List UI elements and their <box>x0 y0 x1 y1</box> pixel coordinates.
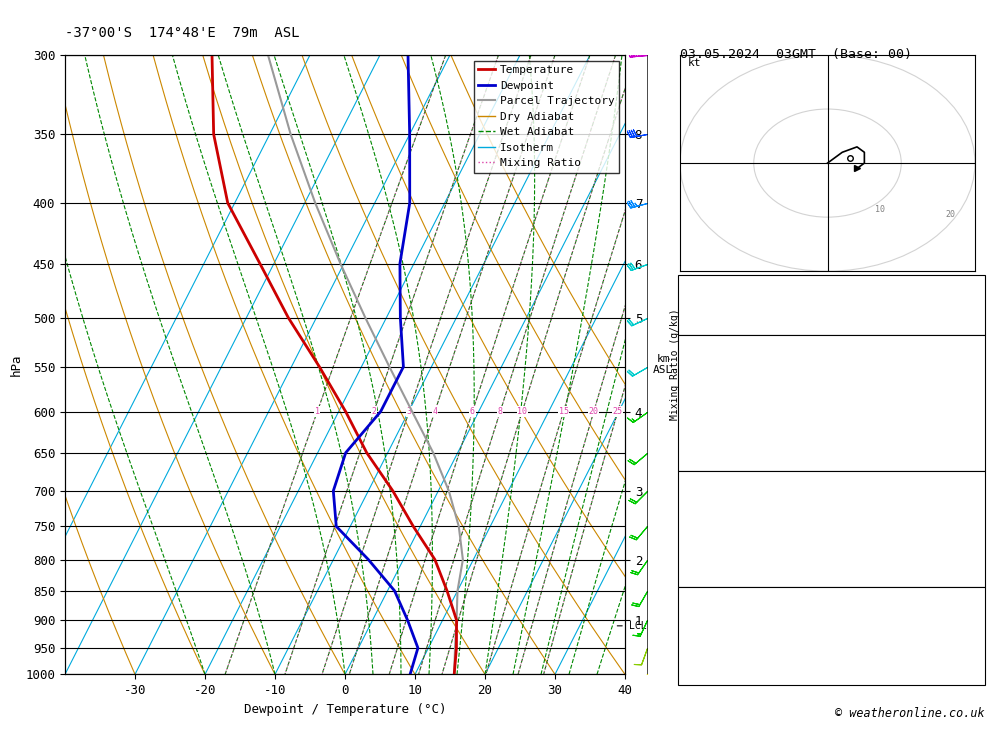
Text: CAPE (J): CAPE (J) <box>683 431 743 444</box>
Text: 31: 31 <box>965 431 980 444</box>
Text: 10: 10 <box>517 407 527 416</box>
Text: 03.05.2024  03GMT  (Base: 00): 03.05.2024 03GMT (Base: 00) <box>680 48 912 61</box>
Text: PW (cm): PW (cm) <box>683 314 736 328</box>
Text: 13: 13 <box>965 664 980 677</box>
Text: 8: 8 <box>498 407 503 416</box>
Text: Lifted Index: Lifted Index <box>683 412 773 425</box>
Text: Most Unstable: Most Unstable <box>783 473 880 486</box>
Text: 10: 10 <box>875 205 885 214</box>
Text: θε (K): θε (K) <box>683 510 728 523</box>
Text: 9.3: 9.3 <box>958 375 980 388</box>
Text: 3: 3 <box>407 407 412 416</box>
Text: 0: 0 <box>972 567 980 579</box>
Text: 31: 31 <box>965 548 980 561</box>
Y-axis label: hPa: hPa <box>10 353 22 376</box>
Text: 15.6: 15.6 <box>950 356 980 369</box>
Text: 15: 15 <box>559 407 569 416</box>
Text: Totals Totals: Totals Totals <box>683 295 780 309</box>
Text: © weatheronline.co.uk: © weatheronline.co.uk <box>835 707 985 720</box>
Text: Pressure (mb): Pressure (mb) <box>683 492 780 504</box>
Text: 308: 308 <box>958 394 980 407</box>
Text: Lifted Index: Lifted Index <box>683 529 773 542</box>
Text: StmDir: StmDir <box>683 646 728 658</box>
Text: SREH: SREH <box>683 627 713 640</box>
Text: 308: 308 <box>958 510 980 523</box>
Text: CIN (J): CIN (J) <box>683 567 736 579</box>
Text: 20: 20 <box>589 407 599 416</box>
Text: 7: 7 <box>972 529 980 542</box>
Text: 4: 4 <box>972 277 980 290</box>
Text: kt: kt <box>687 58 701 67</box>
Text: 7: 7 <box>972 412 980 425</box>
Text: Mixing Ratio (g/kg): Mixing Ratio (g/kg) <box>670 309 680 421</box>
Text: EH: EH <box>683 608 698 621</box>
Text: 6: 6 <box>470 407 475 416</box>
Text: 2: 2 <box>371 407 376 416</box>
Text: Temp (°C): Temp (°C) <box>683 356 750 369</box>
X-axis label: Dewpoint / Temperature (°C): Dewpoint / Temperature (°C) <box>244 703 446 715</box>
Text: 1: 1 <box>315 407 320 416</box>
Text: 25: 25 <box>613 407 623 416</box>
Text: -37°00'S  174°48'E  79m  ASL: -37°00'S 174°48'E 79m ASL <box>65 26 300 40</box>
Text: K: K <box>683 277 690 290</box>
Text: 4: 4 <box>432 407 437 416</box>
Text: 1.63: 1.63 <box>950 314 980 328</box>
Text: 0: 0 <box>972 450 980 463</box>
Text: 1008: 1008 <box>950 492 980 504</box>
Text: θε(K): θε(K) <box>683 394 720 407</box>
Y-axis label: km
ASL: km ASL <box>653 354 673 375</box>
Text: Surface: Surface <box>805 337 858 350</box>
Text: 20: 20 <box>946 210 956 219</box>
Text: -14: -14 <box>958 608 980 621</box>
Text: LCL: LCL <box>629 621 646 631</box>
Text: StmSpd (kt): StmSpd (kt) <box>683 664 766 677</box>
Text: 0: 0 <box>972 627 980 640</box>
Text: 37: 37 <box>965 295 980 309</box>
Legend: Temperature, Dewpoint, Parcel Trajectory, Dry Adiabat, Wet Adiabat, Isotherm, Mi: Temperature, Dewpoint, Parcel Trajectory… <box>474 61 619 173</box>
Text: Hodograph: Hodograph <box>798 589 865 603</box>
Text: Dewp (°C): Dewp (°C) <box>683 375 750 388</box>
Text: CIN (J): CIN (J) <box>683 450 736 463</box>
Text: 214°: 214° <box>950 646 980 658</box>
Text: CAPE (J): CAPE (J) <box>683 548 743 561</box>
